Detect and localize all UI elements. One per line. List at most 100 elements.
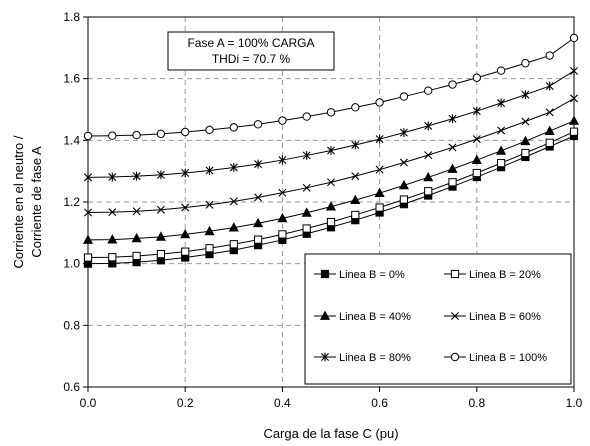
series-3-point [325,201,337,211]
series-3-point [398,179,409,190]
series-3-point [107,234,118,244]
series-6-point [545,51,554,60]
series-2-point [132,251,141,261]
series-3-point [180,228,191,239]
y-tick-label: 1.2 [63,195,80,209]
annotation-line-1: Fase A = 100% CARGA [187,36,314,50]
series-5-point [424,121,433,131]
series-5-point [351,140,360,150]
series-6 [83,33,579,141]
series-2-point [351,210,360,220]
legend-items: Linea B = 0% Linea B = 20% Linea B = 40% Li… [314,269,547,364]
series-6-point [496,66,506,75]
series-2-point [545,138,554,147]
legend-item-3: Linea B = 40% [314,310,411,323]
series-4-point [181,203,190,212]
series-6-point [181,127,190,137]
legend-label: Linea B = 40% [339,311,411,323]
series-5-point [448,114,457,124]
y-tick-labels: 0.6 0.8 1.0 1.2 1.4 1.6 1.8 [63,10,80,394]
series-4-point [108,208,117,217]
legend: Linea B = 0% Linea B = 20% Linea B = 40% Li… [304,253,572,385]
series-4-point [84,208,92,217]
legend-label: Linea B = 100% [469,352,547,364]
series-4-point [545,108,554,117]
series-3-point [471,154,482,164]
series-6-point [205,125,214,135]
series-2-point [521,148,530,158]
series-5-point [108,172,117,182]
series-5-point [545,81,554,91]
series-3-point [82,234,94,244]
series-6-point [375,98,384,107]
series-4-point [156,205,165,214]
series-3-point [277,212,288,223]
series-4-point [205,200,214,209]
series-4-point [327,178,335,187]
x-tick-label: 0.2 [177,396,194,410]
series-5-point [156,170,165,180]
series-2-point [278,230,287,239]
legend-item-2: Linea B = 20% [444,269,541,281]
y-tick-label: 0.8 [63,318,80,332]
series-6-point [424,86,433,95]
series-4-point [351,172,360,181]
x-axis-label: Carga de la fase C (pu) [263,426,398,441]
series-3-point [228,222,239,232]
series-6-point [472,73,481,82]
legend-label: Linea B = 60% [469,311,541,323]
series-4-point [399,158,408,167]
series-5-point [375,134,384,144]
series-3-point [350,194,361,205]
series-6-point [326,108,336,117]
series-2-point [108,253,117,262]
legend-label: Linea B = 0% [339,269,405,281]
series-2-point [83,253,93,262]
x-tick-labels: 0.0 0.2 0.4 0.6 0.8 1.0 [80,396,583,410]
series-6-point [253,120,263,129]
series-4-point [375,165,384,174]
series-3-point [520,135,531,146]
series-3-point [131,232,142,243]
series-3-point [423,171,434,182]
series-5-point [399,128,408,138]
series-5-point [278,155,287,165]
series-2-point [254,235,263,244]
series-5-point [254,159,263,169]
series-6-point [108,131,117,140]
series-4-point [448,143,457,152]
series-6-point [448,80,457,89]
y-tick-label: 0.6 [63,380,80,394]
series-3-point [544,125,555,135]
series-5 [84,66,578,182]
y-tick-label: 1.0 [63,257,80,271]
legend-label: Linea B = 80% [339,352,411,364]
x-tick-label: 0.6 [371,396,388,410]
series-5-point [302,151,311,160]
series-4-point [570,94,578,103]
y-tick-label: 1.6 [63,72,80,86]
x-tick-label: 0.0 [80,396,97,410]
series-5-point [521,90,530,100]
legend-label: Linea B = 20% [469,269,541,281]
annotation-line-2: THDi = 70.7 % [212,52,291,66]
series-4-point [472,135,481,144]
series-3-point [447,163,458,173]
series-2-point [205,244,214,253]
legend-swatch-marker [320,269,330,279]
y-axis-label-line-2: Corriente de fase A [29,146,44,258]
legend-swatch-marker [451,312,459,320]
series-2-point [326,217,336,227]
legend-item-6: Linea B = 100% [444,352,547,364]
legend-frame [304,253,572,385]
y-axis-label-line-1: Corriente en el neutro / [11,135,26,268]
y-tick-label: 1.8 [63,10,80,24]
series-3-point [253,217,264,228]
annotation-frame [167,31,335,71]
series-5-point [497,98,506,108]
series-4-point [302,183,311,192]
series-4 [84,94,578,217]
series-6-point [351,103,360,112]
series-2-point [302,224,311,233]
